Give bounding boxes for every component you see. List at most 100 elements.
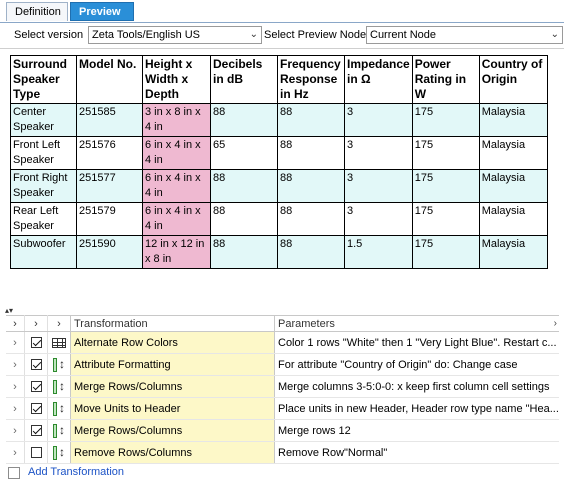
enabled-checkbox[interactable] xyxy=(30,425,42,437)
list-item[interactable]: › ↕ Move Units to Header Place units in … xyxy=(6,397,559,420)
merge-icon: ↕ xyxy=(52,379,66,394)
add-transformation-link[interactable]: Add Transformation xyxy=(28,466,124,478)
transformation-params[interactable]: Merge rows 12 xyxy=(274,419,559,442)
table-row: Front Left Speaker 251576 6 in x 4 in x … xyxy=(10,136,548,170)
merge-icon: ↕ xyxy=(52,401,66,416)
table-cell: Malaysia xyxy=(478,235,548,269)
table-cell: Rear Left Speaker xyxy=(10,202,77,236)
table-cell: 88 xyxy=(210,169,278,203)
column-header: Country of Origin xyxy=(478,55,548,104)
transformation-name[interactable]: Move Units to Header xyxy=(70,397,275,420)
list-item[interactable]: › ↕ Merge Rows/Columns Merge rows 12 xyxy=(6,419,559,442)
table-row: Front Right Speaker 251577 6 in x 4 in x… xyxy=(10,169,548,203)
table-cell: 175 xyxy=(411,103,480,137)
table-row: Center Speaker 251585 3 in x 8 in x 4 in… xyxy=(10,103,548,137)
table-cell: 3 xyxy=(344,103,413,137)
table-cell: 3 xyxy=(344,136,413,170)
version-select[interactable]: Zeta Tools/English US ⌄ xyxy=(88,26,262,44)
table-cell: 65 xyxy=(210,136,278,170)
collapse-icon[interactable]: ▴▾ xyxy=(5,306,14,315)
table-cell: 88 xyxy=(277,169,345,203)
merge-icon: ↕ xyxy=(52,445,66,460)
panel-splitter[interactable]: ▴▾ xyxy=(0,306,564,315)
column-header-parameters: Parameters › xyxy=(274,315,559,332)
table-cell: 6 in x 4 in x 4 in xyxy=(142,169,211,203)
table-cell: Malaysia xyxy=(478,103,548,137)
list-item[interactable]: › ↕ Attribute Formatting For attribute "… xyxy=(6,353,559,376)
expand-icon[interactable]: › xyxy=(6,331,25,354)
enabled-checkbox[interactable] xyxy=(30,381,42,393)
merge-icon: ↕ xyxy=(52,423,66,438)
version-label: Select version xyxy=(14,29,84,41)
transformation-name[interactable]: Attribute Formatting xyxy=(70,353,275,376)
add-icon[interactable] xyxy=(8,467,20,479)
tab-definition[interactable]: Definition xyxy=(6,2,68,21)
table-cell: Front Right Speaker xyxy=(10,169,77,203)
column-header: Power Rating in W xyxy=(411,55,480,104)
transformations-list: › › › Transformation Parameters › › Alter… xyxy=(6,315,559,464)
table-cell: 88 xyxy=(277,202,345,236)
transformation-params[interactable]: Place units in new Header, Header row ty… xyxy=(274,397,559,420)
column-header-transformation: Transformation xyxy=(70,315,275,332)
preview-node-label: Select Preview Node xyxy=(264,29,367,41)
table-cell: Front Left Speaker xyxy=(10,136,77,170)
expand-icon[interactable]: › xyxy=(6,375,25,398)
table-cell: 3 in x 8 in x 4 in xyxy=(142,103,211,137)
merge-icon: ↕ xyxy=(52,357,66,372)
table-cell: 88 xyxy=(277,103,345,137)
table-cell: 12 in x 12 in x 8 in xyxy=(142,235,211,269)
list-item[interactable]: › Alternate Row Colors Color 1 rows "Whi… xyxy=(6,331,559,354)
table-cell: 175 xyxy=(411,235,480,269)
chevron-down-icon: ⌄ xyxy=(249,29,258,40)
enabled-checkbox[interactable] xyxy=(30,447,42,459)
column-header-icon: › xyxy=(47,315,71,332)
transformation-name[interactable]: Merge Rows/Columns xyxy=(70,419,275,442)
enabled-checkbox[interactable] xyxy=(30,359,42,371)
transformation-params[interactable]: For attribute "Country of Origin" do: Ch… xyxy=(274,353,559,376)
enabled-checkbox[interactable] xyxy=(30,337,42,349)
tab-preview[interactable]: Preview xyxy=(70,2,134,21)
transformation-name[interactable]: Merge Rows/Columns xyxy=(70,375,275,398)
table-cell: 175 xyxy=(411,202,480,236)
enabled-checkbox[interactable] xyxy=(30,403,42,415)
transformation-name[interactable]: Remove Rows/Columns xyxy=(70,441,275,464)
table-header-row: Surround Speaker Type Model No. Height x… xyxy=(10,55,548,104)
table-cell: Subwoofer xyxy=(10,235,77,269)
table-cell: 88 xyxy=(277,136,345,170)
tab-bar: Definition Preview xyxy=(0,0,564,23)
expand-icon[interactable]: › xyxy=(6,441,25,464)
transformation-name[interactable]: Alternate Row Colors xyxy=(70,331,275,354)
preview-node-select[interactable]: Current Node ⌄ xyxy=(366,26,563,44)
transformation-params[interactable]: Remove Row"Normal" xyxy=(274,441,559,464)
table-cell: Malaysia xyxy=(478,169,548,203)
column-header: Decibels in dB xyxy=(210,55,278,104)
parameters-header-label: Parameters xyxy=(278,317,335,330)
table-cell: 3 xyxy=(344,202,413,236)
list-item[interactable]: › ↕ Merge Rows/Columns Merge columns 3-5… xyxy=(6,375,559,398)
table-cell: 88 xyxy=(210,235,278,269)
transformation-params[interactable]: Color 1 rows "White" then 1 "Very Light … xyxy=(274,331,559,354)
table-cell: 175 xyxy=(411,169,480,203)
list-item[interactable]: › ↕ Remove Rows/Columns Remove Row"Norma… xyxy=(6,441,559,464)
expand-icon[interactable]: › xyxy=(6,419,25,442)
expand-icon[interactable]: › xyxy=(6,353,25,376)
table-cell: 88 xyxy=(210,202,278,236)
column-header: Surround Speaker Type xyxy=(10,55,77,104)
grid-icon xyxy=(52,337,66,348)
table-cell: 88 xyxy=(210,103,278,137)
expand-all-icon[interactable]: › xyxy=(6,315,25,332)
chevron-right-icon[interactable]: › xyxy=(553,317,557,329)
column-header: Height x Width x Depth xyxy=(142,55,211,104)
table-cell: 251577 xyxy=(76,169,143,203)
transformation-params[interactable]: Merge columns 3-5:0-0: x keep first colu… xyxy=(274,375,559,398)
table-row: Rear Left Speaker 251579 6 in x 4 in x 4… xyxy=(10,202,548,236)
preview-table: Surround Speaker Type Model No. Height x… xyxy=(10,55,548,269)
table-cell: 251585 xyxy=(76,103,143,137)
chevron-down-icon: ⌄ xyxy=(550,29,559,40)
preview-node-select-value: Current Node xyxy=(370,29,437,41)
table-cell: 6 in x 4 in x 4 in xyxy=(142,202,211,236)
table-cell: 251579 xyxy=(76,202,143,236)
expand-icon[interactable]: › xyxy=(6,397,25,420)
transformations-header-row: › › › Transformation Parameters › xyxy=(6,315,559,332)
table-cell: 6 in x 4 in x 4 in xyxy=(142,136,211,170)
